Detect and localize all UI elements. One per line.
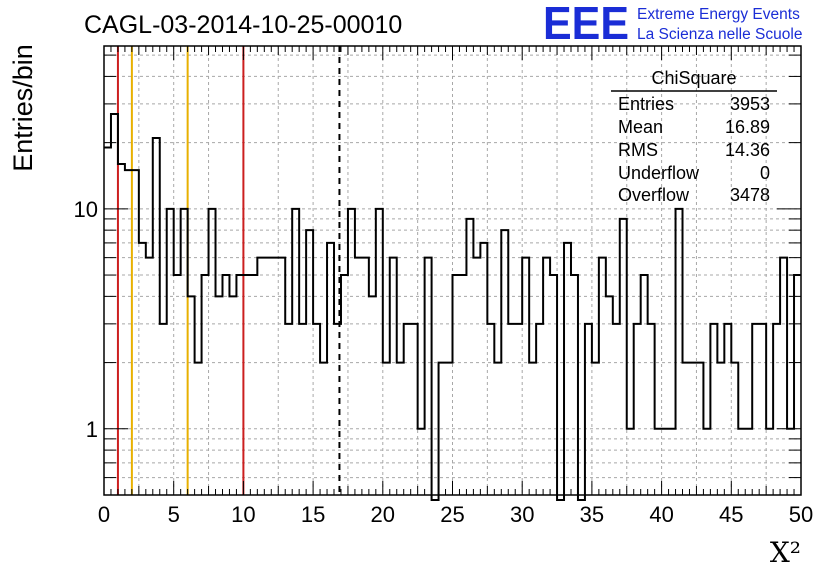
x-tick-label: 50 <box>789 502 813 527</box>
x-axis-ticks: 0 5 10 15 20 25 30 35 40 45 50 <box>98 46 813 527</box>
y-tick-label: 10 <box>74 197 98 222</box>
x-tick-label: 10 <box>231 502 255 527</box>
stats-value: 16.89 <box>725 117 770 137</box>
stats-row: Underflow 0 <box>618 163 770 183</box>
x-tick-label: 40 <box>649 502 673 527</box>
y-tick-label: 1 <box>86 417 98 442</box>
x-tick-label: 30 <box>510 502 534 527</box>
stats-label: RMS <box>618 140 658 160</box>
stats-row: RMS 14.36 <box>618 140 770 160</box>
x-tick-label: 45 <box>719 502 743 527</box>
x-tick-label: 15 <box>301 502 325 527</box>
logo-line-2: La Scienza nelle Scuole <box>637 26 802 43</box>
stats-label: Overflow <box>618 185 690 205</box>
x-tick-label: 0 <box>98 502 110 527</box>
stats-value: 3478 <box>730 185 770 205</box>
stats-row: Overflow 3478 <box>618 185 770 205</box>
stats-label: Mean <box>618 117 663 137</box>
y-axis-label: Entries/bin <box>8 44 38 172</box>
stats-value: 0 <box>760 163 770 183</box>
histogram-line <box>104 112 801 501</box>
stats-value: 3953 <box>730 94 770 114</box>
logo-line-1: Extreme Energy Events <box>637 6 800 23</box>
eee-logo-mark: EEE <box>543 0 629 49</box>
chart-title: CAGL-03-2014-10-25-00010 <box>84 11 402 39</box>
stats-label: Underflow <box>618 163 700 183</box>
stats-row: Entries 3953 <box>618 94 770 114</box>
stats-row: Mean 16.89 <box>618 117 770 137</box>
x-tick-label: 20 <box>371 502 395 527</box>
stats-title: ChiSquare <box>651 68 736 88</box>
histogram-series <box>104 112 801 501</box>
eee-logo: EEE Extreme Energy Events La Scienza nel… <box>543 0 802 49</box>
x-tick-label: 35 <box>580 502 604 527</box>
stats-value: 14.36 <box>725 140 770 160</box>
x-tick-label: 25 <box>440 502 464 527</box>
stats-label: Entries <box>618 94 674 114</box>
x-tick-label: 5 <box>168 502 180 527</box>
y-axis-ticks: 1 10 <box>74 54 801 479</box>
x-axis-label: X² <box>770 536 801 569</box>
stats-box: ChiSquare Entries 3953 Mean 16.89 RMS 14… <box>611 68 777 205</box>
